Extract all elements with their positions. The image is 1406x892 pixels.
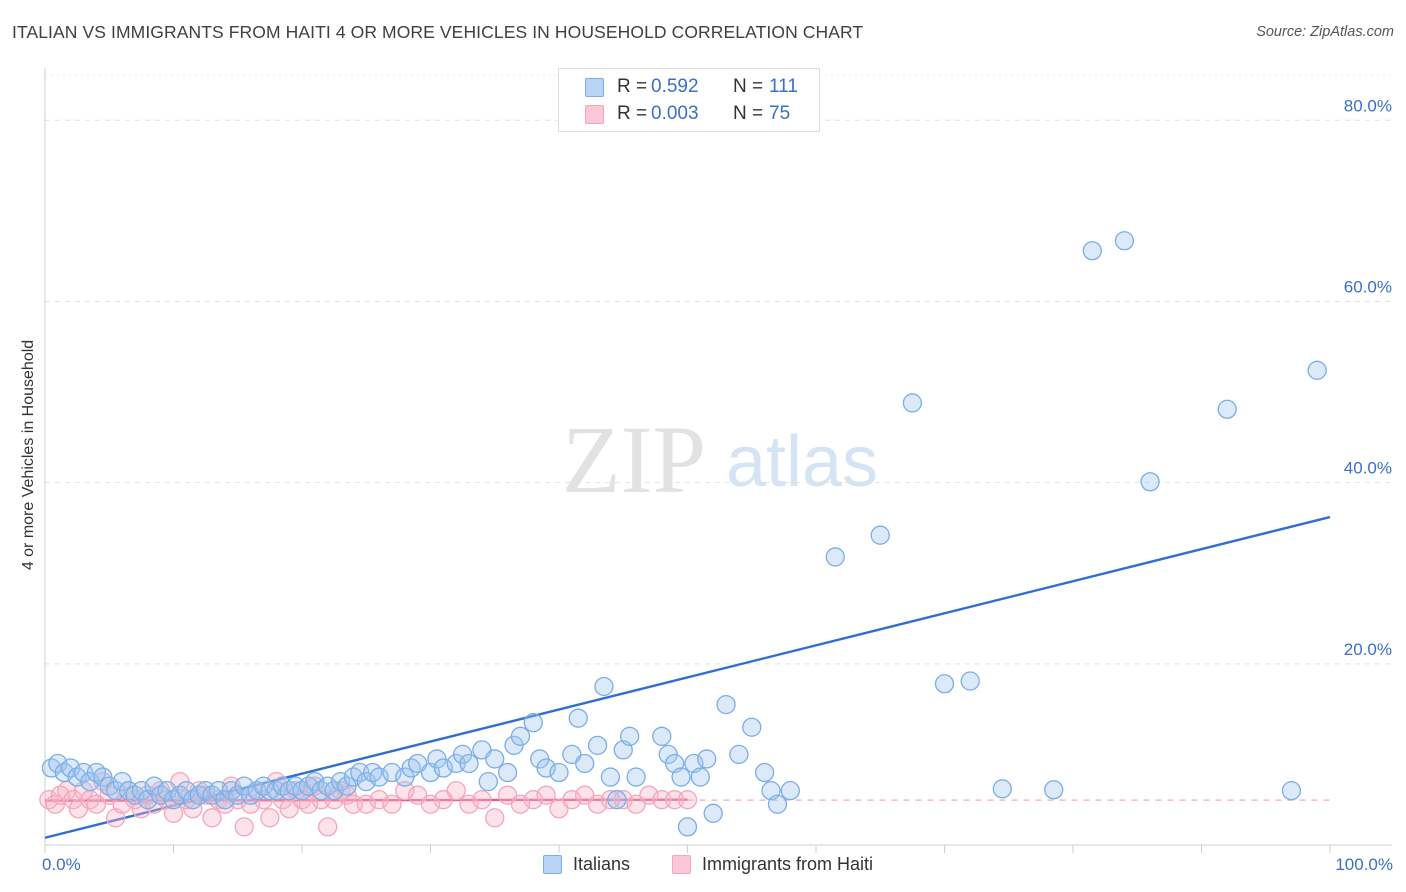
italian-point <box>478 771 498 792</box>
haiti-legend-label: Immigrants from Haiti <box>702 854 874 874</box>
italian-point <box>870 525 890 545</box>
watermark-atlas: atlas <box>726 422 878 502</box>
italian-point <box>934 674 955 694</box>
italian-point <box>620 726 640 746</box>
haiti-point <box>260 808 280 828</box>
haiti-legend-swatch <box>672 855 691 874</box>
x-tick-label-min: 0.0% <box>42 855 81 874</box>
watermark: ZIP atlas <box>562 406 878 513</box>
axes <box>44 68 1392 853</box>
haiti-point <box>45 794 65 814</box>
y-tick-label: 60.0% <box>1344 277 1392 296</box>
y-tick-label: 20.0% <box>1344 640 1392 659</box>
italian-point <box>510 726 531 746</box>
italian-point <box>690 767 710 787</box>
italian-point <box>716 694 736 715</box>
source-note: Source: ZipAtlas.com <box>1256 24 1394 40</box>
watermark-zip: ZIP <box>562 406 706 513</box>
italians-swatch <box>585 78 604 97</box>
haiti-swatch <box>585 105 604 124</box>
haiti-point <box>536 785 556 805</box>
legend-n-label: N = <box>733 103 764 124</box>
italian-point <box>703 803 723 823</box>
tick-labels: 20.0% 40.0% 60.0% 80.0% 0.0% 100.0% <box>42 96 1393 874</box>
x-tick-label-max: 100.0% <box>1335 855 1393 874</box>
italian-point <box>742 717 762 737</box>
legend-r-label: R = <box>617 76 648 97</box>
italian-point <box>1114 231 1135 251</box>
haiti-r-value: 0.003 <box>651 103 699 124</box>
italian-point <box>671 767 691 787</box>
italian-point <box>575 753 595 774</box>
italian-point <box>497 762 518 783</box>
haiti-point <box>382 794 402 814</box>
italian-point <box>697 749 717 769</box>
italian-point <box>607 790 627 810</box>
haiti-point <box>677 790 698 810</box>
haiti-point <box>472 790 492 810</box>
haiti-point <box>446 780 466 801</box>
italian-point <box>1082 241 1102 261</box>
italian-point <box>1307 360 1327 380</box>
italian-point <box>729 744 749 765</box>
correlation-legend: R = 0.592 N = 111 R = 0.003 N = 75 <box>558 68 820 132</box>
haiti-point <box>485 808 505 828</box>
haiti-point <box>318 817 338 837</box>
italians-legend-swatch <box>543 855 562 874</box>
italian-point <box>992 779 1012 799</box>
italian-points <box>41 231 1327 837</box>
italian-point <box>626 767 646 787</box>
haiti-n-value: 75 <box>769 103 791 124</box>
italian-point <box>459 753 479 774</box>
italian-point <box>677 817 698 837</box>
legend-r-label: R = <box>617 103 648 124</box>
italians-n-value: 111 <box>769 76 798 97</box>
grid <box>45 74 1392 665</box>
italian-point <box>1281 780 1302 801</box>
italian-point <box>600 767 621 787</box>
italian-point <box>1140 472 1160 492</box>
italian-point <box>587 735 608 756</box>
italian-point <box>825 547 845 567</box>
italian-point <box>902 393 923 413</box>
italian-point <box>594 676 614 697</box>
italians-legend-label: Italians <box>573 854 631 874</box>
legend-n-label: N = <box>733 76 764 97</box>
haiti-point <box>202 808 222 828</box>
haiti-point <box>234 817 254 837</box>
italian-point <box>1217 399 1237 419</box>
italian-point <box>568 708 588 728</box>
italian-point <box>523 713 543 733</box>
italian-point <box>1044 780 1064 800</box>
y-tick-label: 40.0% <box>1344 459 1392 478</box>
italians-trend-line <box>44 515 1331 839</box>
y-tick-label: 80.0% <box>1344 96 1392 115</box>
italian-point <box>652 726 672 746</box>
italian-point <box>485 749 505 769</box>
italian-point <box>767 794 788 814</box>
italians-r-value: 0.592 <box>651 76 699 97</box>
italian-point <box>960 671 980 691</box>
chart-title: ITALIAN VS IMMIGRANTS FROM HAITI 4 OR MO… <box>12 22 864 42</box>
italian-point <box>549 762 569 783</box>
haiti-point <box>163 803 184 823</box>
italian-point <box>754 762 775 783</box>
italian-point <box>780 780 800 801</box>
